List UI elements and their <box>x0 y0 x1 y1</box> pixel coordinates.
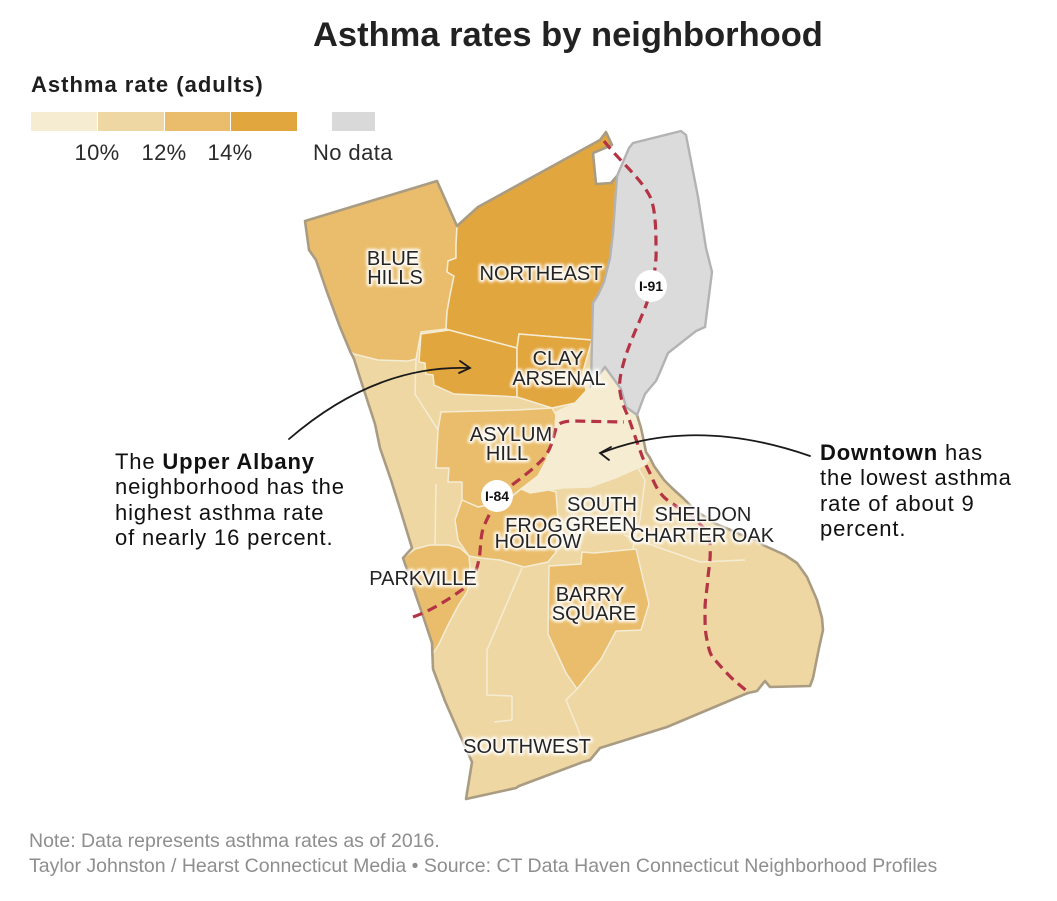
svg-text:I-84: I-84 <box>485 488 509 504</box>
svg-text:I-91: I-91 <box>639 278 663 294</box>
